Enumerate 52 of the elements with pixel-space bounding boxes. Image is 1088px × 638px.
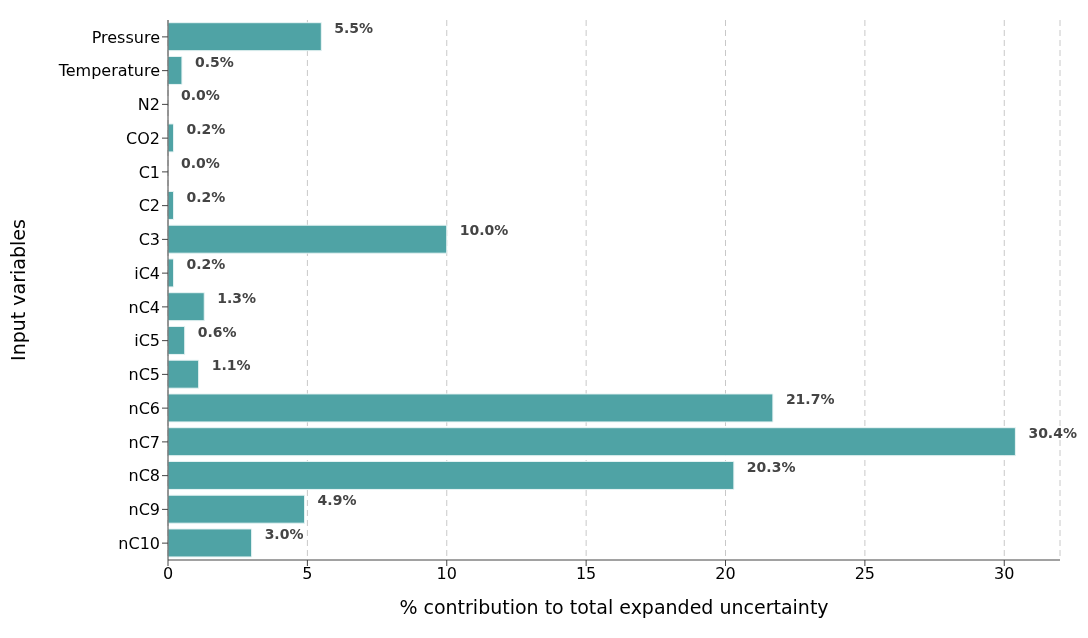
bar bbox=[168, 292, 205, 322]
data-label: 0.0% bbox=[181, 154, 220, 171]
y-tick-label: Temperature bbox=[57, 61, 160, 81]
bar bbox=[168, 393, 774, 423]
y-tick-label: nC9 bbox=[128, 500, 160, 520]
data-label: 0.2% bbox=[186, 188, 226, 205]
y-tick-label: nC6 bbox=[128, 398, 160, 418]
x-tick-label: 5 bbox=[302, 564, 313, 584]
data-label: 10.0% bbox=[459, 222, 509, 239]
y-tick-label: nC4 bbox=[128, 297, 160, 317]
data-label: 3.0% bbox=[264, 526, 304, 543]
data-label: 5.5% bbox=[334, 19, 374, 36]
bar bbox=[168, 528, 253, 558]
data-label: 21.7% bbox=[785, 391, 835, 408]
y-tick-label: iC5 bbox=[134, 331, 160, 351]
x-tick-label: 10 bbox=[436, 564, 457, 584]
data-label: 30.4% bbox=[1028, 424, 1077, 441]
bar bbox=[168, 460, 735, 490]
y-tick-label: nC7 bbox=[128, 432, 160, 452]
y-tick-label: CO2 bbox=[126, 128, 160, 148]
y-tick-label: C3 bbox=[138, 230, 160, 250]
data-label: 0.2% bbox=[186, 256, 226, 273]
data-label: 0.2% bbox=[186, 121, 226, 138]
bar bbox=[168, 359, 200, 389]
y-tick-label: C2 bbox=[138, 196, 160, 216]
bar bbox=[168, 224, 448, 254]
x-tick-label: 30 bbox=[994, 564, 1015, 584]
x-tick-label: 15 bbox=[575, 564, 597, 584]
bar bbox=[168, 22, 322, 52]
bar bbox=[168, 55, 183, 85]
data-label: 1.1% bbox=[211, 357, 251, 374]
data-label: 0.6% bbox=[197, 323, 237, 340]
y-tick-label: nC10 bbox=[118, 533, 160, 553]
y-axis-title: Input variables bbox=[6, 219, 29, 361]
y-tick-label: iC4 bbox=[134, 263, 160, 283]
x-tick-label: 20 bbox=[715, 564, 736, 584]
bar bbox=[168, 494, 306, 524]
y-tick-label: nC8 bbox=[128, 466, 160, 486]
bar bbox=[168, 325, 186, 355]
data-label: 1.3% bbox=[217, 289, 257, 306]
y-tick-label: nC5 bbox=[128, 365, 160, 385]
x-tick-label: 25 bbox=[854, 564, 876, 584]
y-tick-label: C1 bbox=[138, 162, 160, 182]
y-tick-label: Pressure bbox=[91, 27, 160, 47]
x-axis-title: % contribution to total expanded uncertainty bbox=[399, 596, 829, 618]
data-label: 0.5% bbox=[194, 53, 234, 70]
y-tick-label: N2 bbox=[137, 95, 160, 115]
data-label: 0.0% bbox=[181, 87, 220, 104]
data-label: 4.9% bbox=[317, 492, 357, 509]
x-tick-label: 0 bbox=[162, 564, 174, 584]
data-label: 20.3% bbox=[746, 458, 796, 475]
bar bbox=[168, 427, 1016, 457]
